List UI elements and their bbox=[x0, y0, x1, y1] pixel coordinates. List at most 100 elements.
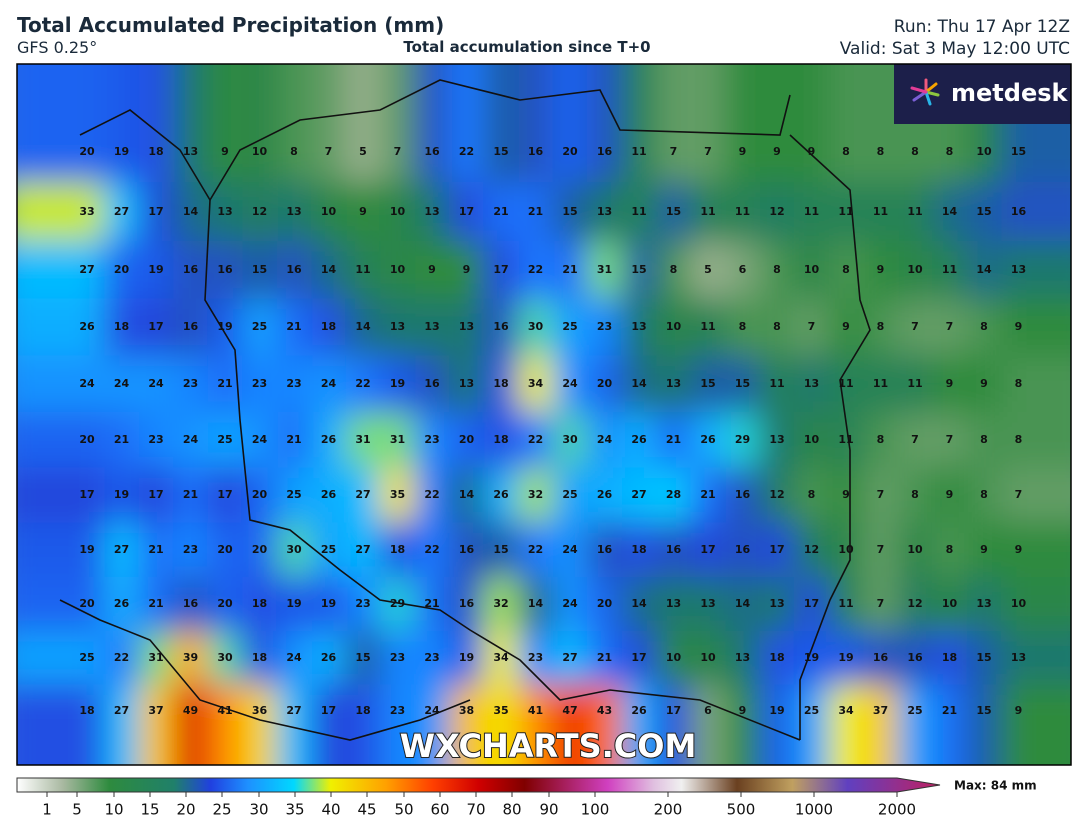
tick-label: 70 bbox=[466, 801, 485, 819]
precip-cell bbox=[276, 467, 313, 524]
tick-label: 1000 bbox=[795, 801, 833, 819]
colorbar bbox=[16, 777, 941, 793]
precip-cell bbox=[414, 298, 451, 357]
precip-cell bbox=[932, 355, 968, 413]
grid-value: 24 bbox=[114, 377, 130, 390]
grid-value: 23 bbox=[390, 651, 405, 664]
grid-value: 9 bbox=[946, 488, 954, 501]
grid-value: 16 bbox=[459, 543, 475, 556]
grid-value: 22 bbox=[528, 263, 543, 276]
precip-cell bbox=[311, 412, 347, 469]
precip-cell bbox=[449, 631, 485, 686]
grid-value: 7 bbox=[877, 543, 885, 556]
grid-value: 10 bbox=[252, 145, 268, 158]
grid-value: 8 bbox=[877, 433, 885, 446]
grid-value: 19 bbox=[217, 320, 232, 333]
precip-cell bbox=[207, 631, 244, 686]
precip-cell bbox=[725, 684, 761, 765]
grid-value: 13 bbox=[459, 320, 474, 333]
precip-cell bbox=[173, 182, 209, 242]
tick-label: 30 bbox=[249, 801, 268, 819]
precip-cell bbox=[863, 684, 899, 765]
precip-cell bbox=[17, 631, 106, 686]
precip-cell bbox=[207, 241, 244, 300]
logo-icon bbox=[910, 78, 940, 106]
tick-label: 25 bbox=[212, 801, 231, 819]
precip-cell bbox=[104, 522, 140, 578]
precip-cell bbox=[932, 467, 968, 524]
grid-value: 14 bbox=[321, 263, 337, 276]
grid-value: 13 bbox=[804, 377, 819, 390]
precip-cell bbox=[138, 182, 175, 242]
grid-value: 13 bbox=[424, 320, 439, 333]
precip-cell bbox=[276, 298, 313, 357]
precip-cell bbox=[621, 577, 658, 632]
borders bbox=[59, 79, 871, 741]
precip-cell bbox=[552, 412, 589, 469]
grid-value: 13 bbox=[424, 205, 439, 218]
precip-cell bbox=[311, 298, 347, 357]
precip-cell bbox=[759, 412, 796, 469]
grid-value: 11 bbox=[907, 377, 922, 390]
grid-value: 16 bbox=[183, 263, 199, 276]
precip-cell bbox=[380, 631, 416, 686]
grid-value: 15 bbox=[562, 205, 577, 218]
grid-value: 11 bbox=[355, 263, 370, 276]
precip-cell bbox=[897, 577, 934, 632]
grid-value: 49 bbox=[183, 704, 198, 717]
grid-value: 11 bbox=[769, 377, 784, 390]
precip-cell bbox=[552, 241, 589, 300]
grid-value: 21 bbox=[286, 320, 301, 333]
grid-value: 16 bbox=[597, 145, 613, 158]
precip-cell bbox=[311, 182, 347, 242]
grid-value: 18 bbox=[493, 433, 508, 446]
grid-value: 10 bbox=[907, 263, 923, 276]
precip-cell bbox=[897, 631, 934, 686]
colorbar-ticks: 1 5 10 15 20 25 30 35 40 45 50 60 70 80 90 100 200 500 100… bbox=[42, 792, 916, 819]
grid-value: 18 bbox=[355, 704, 370, 717]
grid-value: 9 bbox=[1015, 320, 1023, 333]
grid-value: 30 bbox=[286, 543, 302, 556]
precip-cell bbox=[104, 631, 140, 686]
precip-cell bbox=[518, 412, 554, 469]
precip-cell bbox=[690, 412, 727, 469]
grid-value: 22 bbox=[424, 543, 439, 556]
grid-value: 36 bbox=[252, 704, 268, 717]
grid-value: 6 bbox=[739, 263, 747, 276]
grid-value: 20 bbox=[79, 145, 95, 158]
precip-cell bbox=[276, 64, 313, 183]
grid-value: 11 bbox=[804, 205, 819, 218]
grid-value: 24 bbox=[321, 377, 337, 390]
grid-value: 14 bbox=[459, 488, 475, 501]
border-line bbox=[79, 79, 871, 740]
precip-cell bbox=[587, 241, 623, 300]
grid-value: 25 bbox=[562, 320, 577, 333]
grid-value: 24 bbox=[79, 377, 95, 390]
grid-value: 20 bbox=[562, 145, 578, 158]
precip-cell bbox=[897, 182, 934, 242]
precip-cell bbox=[690, 355, 727, 413]
precip-cell bbox=[345, 412, 382, 469]
precip-cell bbox=[1001, 467, 1071, 524]
grid-value: 14 bbox=[976, 263, 992, 276]
precip-cell bbox=[725, 412, 761, 469]
grid-value: 9 bbox=[463, 263, 471, 276]
grid-value: 7 bbox=[877, 597, 885, 610]
precip-cell bbox=[863, 522, 899, 578]
grid-value: 23 bbox=[528, 651, 543, 664]
grid-value: 17 bbox=[459, 205, 474, 218]
grid-value: 13 bbox=[976, 597, 991, 610]
precip-cell bbox=[656, 412, 692, 469]
precip-cell bbox=[380, 355, 416, 413]
grid-value: 12 bbox=[252, 205, 267, 218]
precip-cell bbox=[17, 522, 106, 578]
border-line bbox=[59, 599, 471, 741]
precip-cell bbox=[345, 64, 382, 183]
precip-cell bbox=[621, 412, 658, 469]
tick-label: 5 bbox=[72, 801, 82, 819]
grid-value: 34 bbox=[493, 651, 509, 664]
grid-value: 21 bbox=[597, 651, 612, 664]
precip-cell bbox=[966, 182, 1003, 242]
grid-value: 19 bbox=[459, 651, 474, 664]
grid-value: 24 bbox=[597, 433, 613, 446]
